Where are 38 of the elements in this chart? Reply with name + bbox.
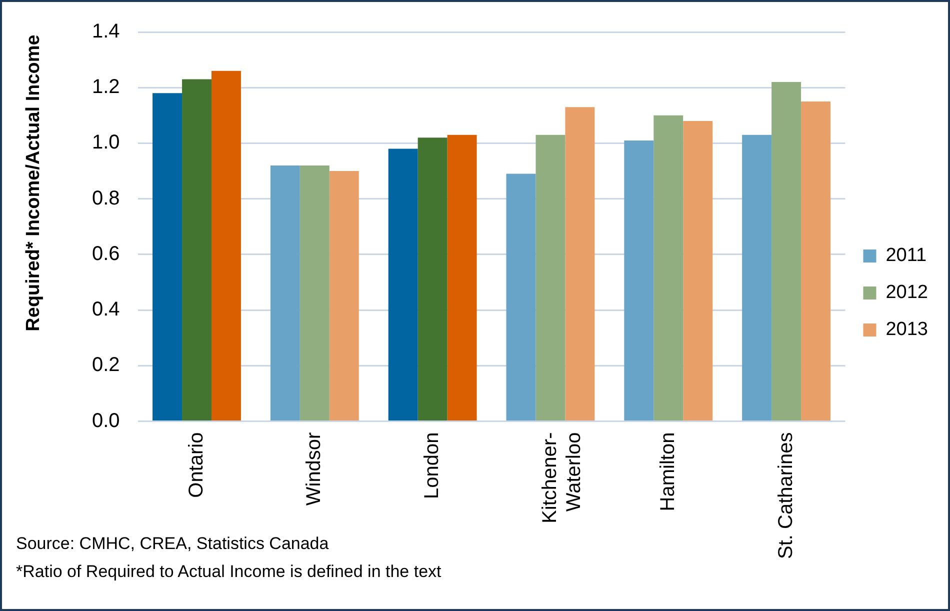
x-tick-label: Hamilton xyxy=(656,432,679,512)
y-tick-label: 0.2 xyxy=(92,354,120,376)
y-tick-label: 0.8 xyxy=(92,187,120,210)
x-tick-label: Windsor xyxy=(303,432,326,506)
bar xyxy=(683,120,713,421)
bar xyxy=(388,148,418,421)
bar xyxy=(447,134,477,421)
x-tick-label: London xyxy=(421,432,444,500)
legend-label: 2013 xyxy=(886,319,928,340)
legend-label: 2011 xyxy=(886,245,927,266)
legend-label: 2012 xyxy=(886,282,928,304)
bar xyxy=(654,115,684,421)
bar xyxy=(565,107,595,421)
y-tick-label: 0.6 xyxy=(92,242,120,265)
bar xyxy=(418,138,448,421)
bar xyxy=(506,174,536,421)
bar xyxy=(300,165,330,421)
bar xyxy=(742,134,772,421)
bar xyxy=(152,93,182,421)
y-tick-label: 1.2 xyxy=(92,76,120,98)
y-tick-label: 1.0 xyxy=(92,132,120,154)
bar xyxy=(772,82,802,421)
x-tick-label: Ontario xyxy=(185,432,208,498)
y-axis-title: Required* Income/Actual Income xyxy=(23,34,45,333)
y-tick-label: 0.4 xyxy=(92,298,120,321)
bar xyxy=(270,165,300,421)
bar xyxy=(329,171,359,421)
y-tick-label: 0.0 xyxy=(92,410,120,432)
bar xyxy=(801,102,830,421)
y-tick-label: 1.4 xyxy=(92,20,120,43)
x-tick-label: Kitchener-Waterloo xyxy=(538,432,585,524)
text: *Ratio of Required to Actual Income is defined in the text xyxy=(16,561,442,583)
bar xyxy=(536,134,566,421)
source-note: Source: CMHC, CREA, Statistics Canada xyxy=(16,533,330,555)
bar xyxy=(211,70,241,421)
x-tick-label: St. Catharines xyxy=(774,432,797,560)
bar xyxy=(182,79,212,421)
bar xyxy=(624,140,654,421)
